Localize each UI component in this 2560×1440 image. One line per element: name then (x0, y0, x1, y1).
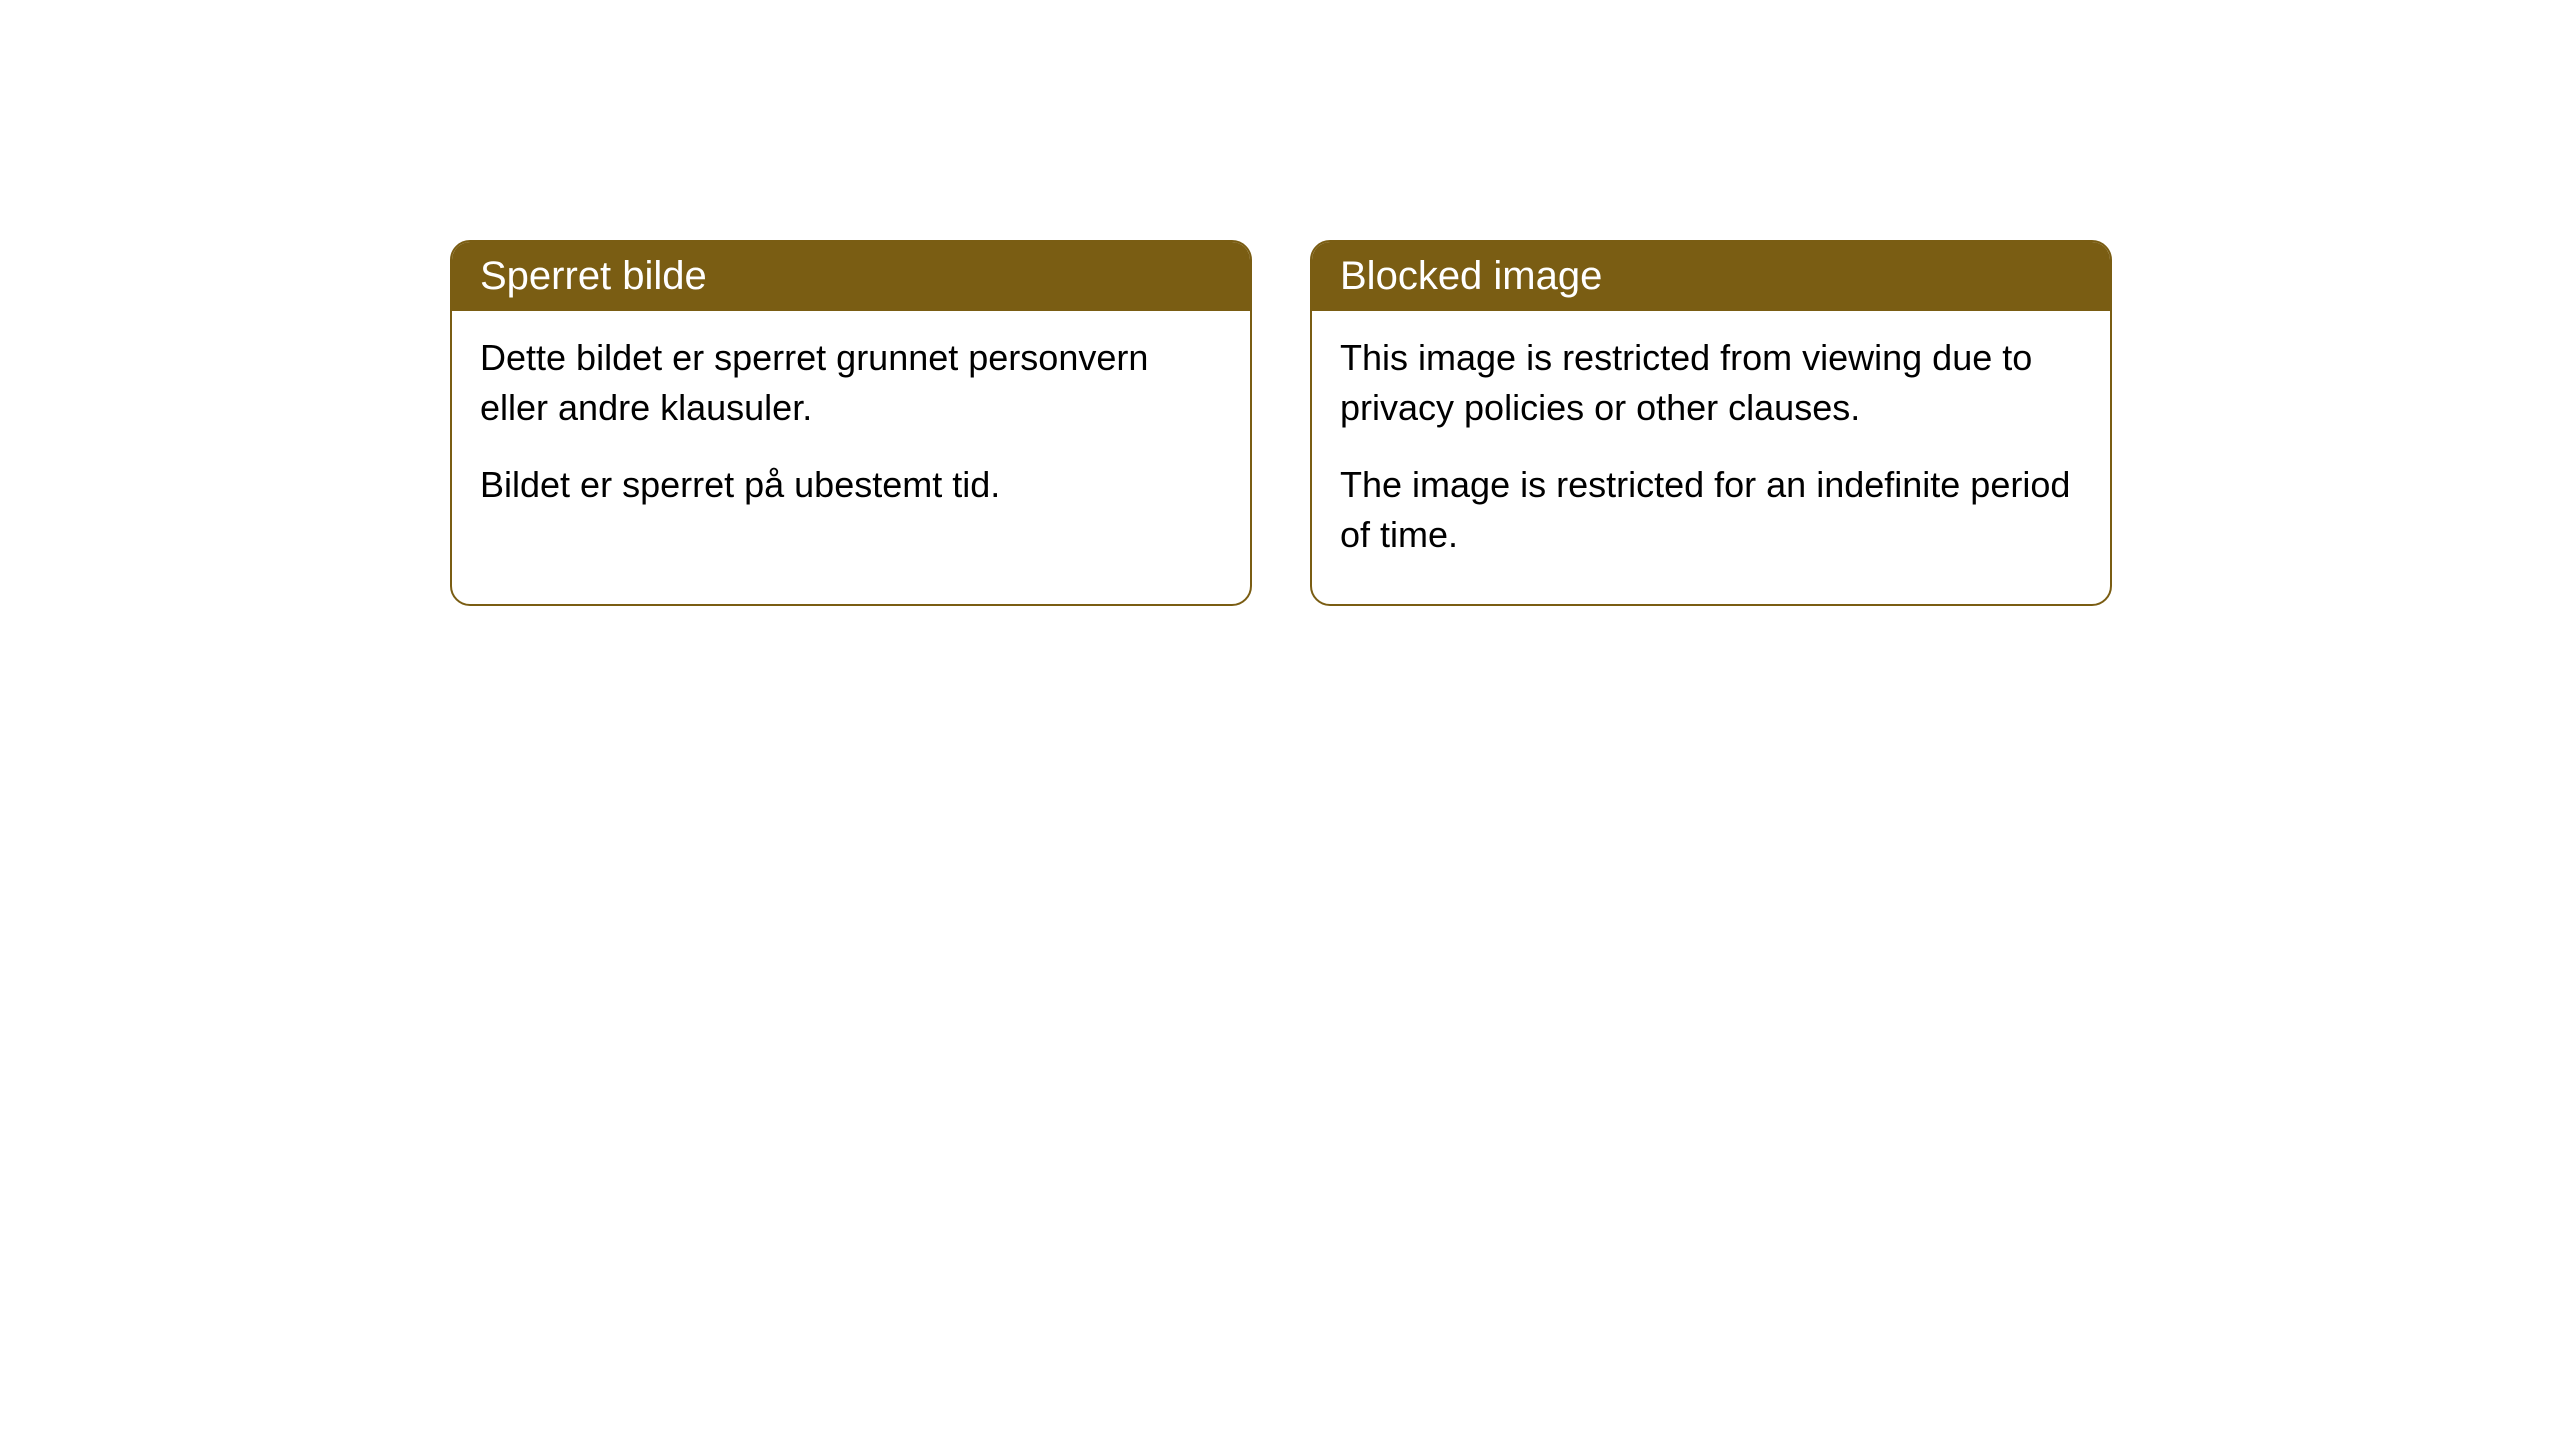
notice-card-norwegian: Sperret bilde Dette bildet er sperret gr… (450, 240, 1252, 606)
card-header: Sperret bilde (452, 242, 1250, 311)
card-paragraph: Bildet er sperret på ubestemt tid. (480, 460, 1222, 510)
card-paragraph: Dette bildet er sperret grunnet personve… (480, 333, 1222, 432)
card-body: This image is restricted from viewing du… (1312, 311, 2110, 604)
card-paragraph: This image is restricted from viewing du… (1340, 333, 2082, 432)
notice-cards-container: Sperret bilde Dette bildet er sperret gr… (450, 240, 2112, 606)
card-body: Dette bildet er sperret grunnet personve… (452, 311, 1250, 554)
card-title: Blocked image (1340, 254, 1602, 298)
card-header: Blocked image (1312, 242, 2110, 311)
card-paragraph: The image is restricted for an indefinit… (1340, 460, 2082, 559)
card-title: Sperret bilde (480, 254, 707, 298)
notice-card-english: Blocked image This image is restricted f… (1310, 240, 2112, 606)
